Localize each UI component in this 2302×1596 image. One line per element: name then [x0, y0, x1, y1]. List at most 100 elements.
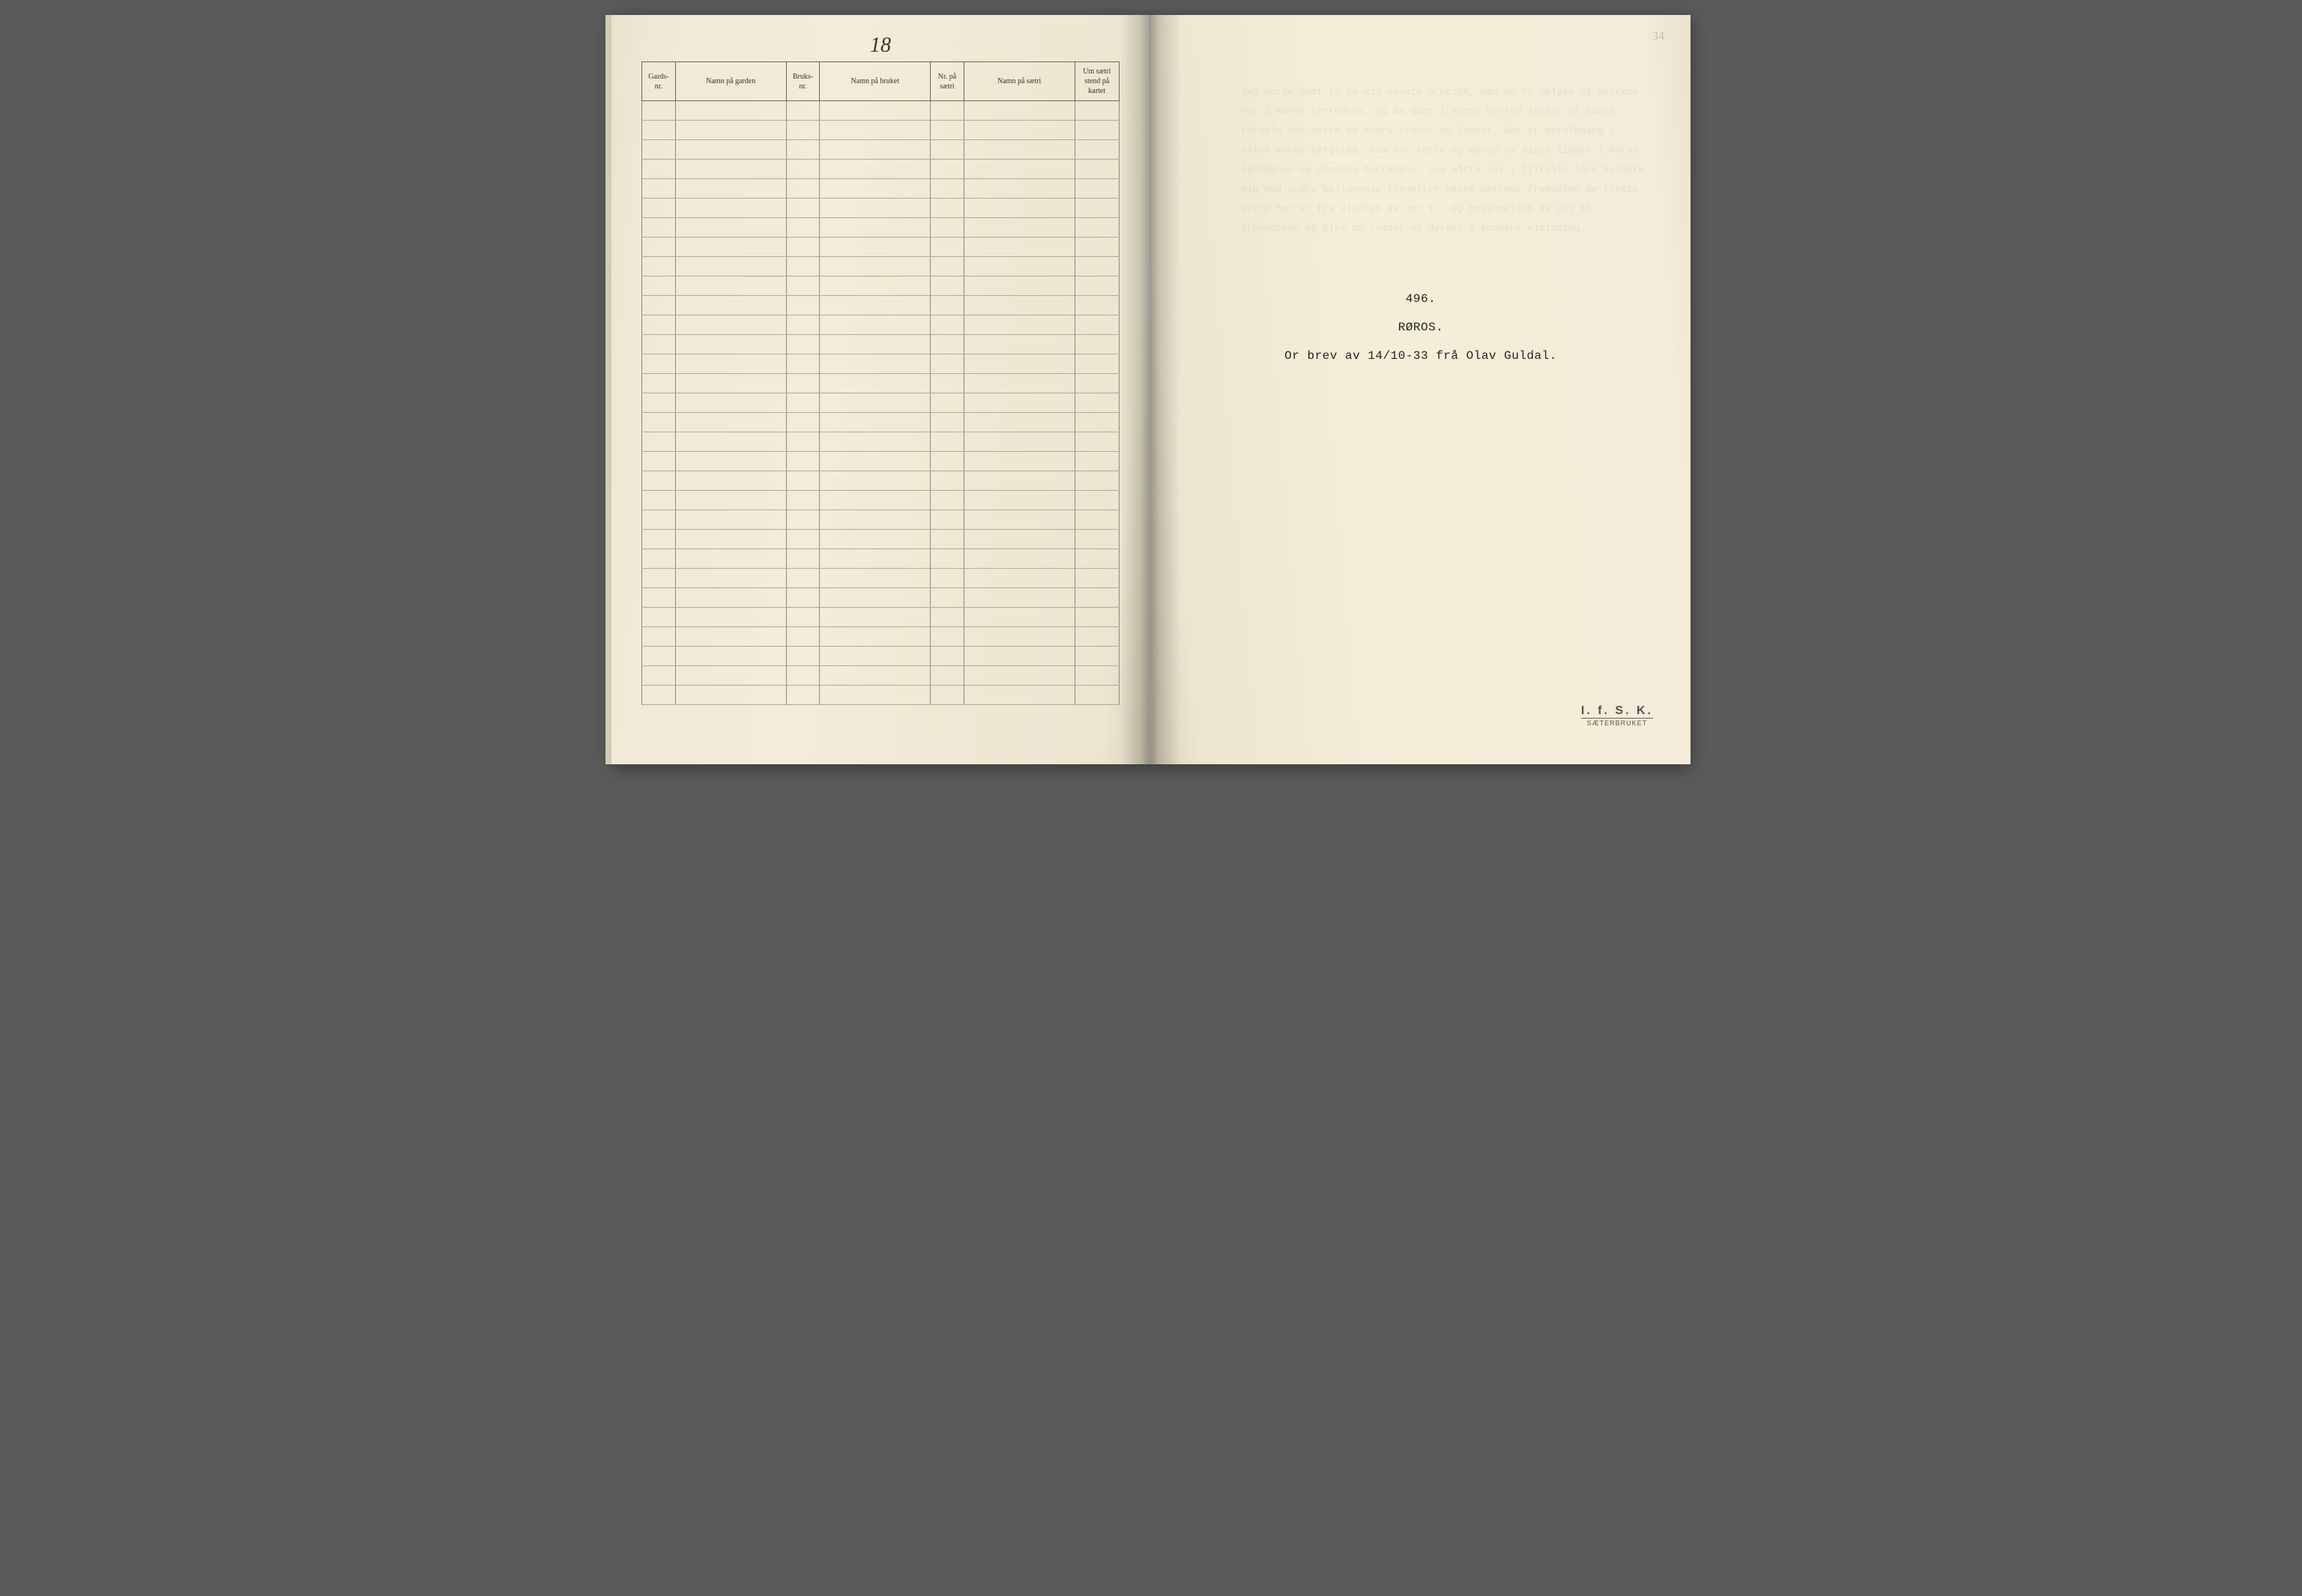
table-cell [1075, 452, 1119, 471]
table-cell [786, 432, 820, 452]
table-cell [675, 121, 786, 140]
table-cell [1075, 608, 1119, 627]
table-cell [964, 160, 1075, 179]
header-gards-nr: Gards- nr. [642, 62, 676, 101]
spine-shadow-left [1120, 15, 1150, 764]
typed-number: 496. [1151, 292, 1691, 306]
table-cell [786, 101, 820, 121]
table-cell [820, 140, 931, 160]
table-row [642, 452, 1120, 471]
table-cell [786, 549, 820, 569]
archive-stamp: I. f. S. K. SÆTERBRUKET [1581, 704, 1653, 727]
table-cell [931, 276, 964, 296]
table-cell [675, 335, 786, 354]
table-row [642, 413, 1120, 432]
table-cell [820, 627, 931, 647]
table-cell [964, 510, 1075, 530]
table-cell [964, 393, 1075, 413]
table-cell [820, 530, 931, 549]
table-row [642, 491, 1120, 510]
table-cell [931, 452, 964, 471]
table-cell [1075, 686, 1119, 705]
table-cell [820, 588, 931, 608]
table-cell [820, 413, 931, 432]
table-row [642, 199, 1120, 218]
table-cell [675, 374, 786, 393]
table-cell [642, 354, 676, 374]
table-cell [1075, 199, 1119, 218]
table-cell [675, 471, 786, 491]
table-cell [931, 569, 964, 588]
table-cell [642, 608, 676, 627]
table-cell [675, 354, 786, 374]
table-cell [964, 530, 1075, 549]
header-namn-saetri: Namn på sætri [964, 62, 1075, 101]
table-row [642, 276, 1120, 296]
table-row [642, 335, 1120, 354]
table-cell [786, 335, 820, 354]
table-cell [642, 471, 676, 491]
table-cell [1075, 374, 1119, 393]
table-cell [820, 160, 931, 179]
table-cell [1075, 491, 1119, 510]
table-cell [931, 666, 964, 686]
stamp-line-2: SÆTERBRUKET [1581, 718, 1653, 727]
table-cell [1075, 140, 1119, 160]
table-body [642, 101, 1120, 705]
table-cell [786, 354, 820, 374]
table-row [642, 627, 1120, 647]
table-cell [931, 608, 964, 627]
table-cell [642, 160, 676, 179]
table-cell [820, 238, 931, 257]
table-cell [964, 296, 1075, 315]
table-cell [1075, 354, 1119, 374]
table-cell [786, 666, 820, 686]
table-cell [642, 510, 676, 530]
page-edge-stack [605, 15, 611, 764]
table-cell [931, 432, 964, 452]
table-cell [786, 121, 820, 140]
table-cell [931, 530, 964, 549]
table-cell [642, 588, 676, 608]
table-cell [786, 199, 820, 218]
table-cell [820, 354, 931, 374]
table-cell [675, 238, 786, 257]
table-cell [642, 530, 676, 549]
table-cell [642, 393, 676, 413]
table-header: Gards- nr. Namn på garden Bruks- nr. Nam… [642, 62, 1120, 101]
table-cell [675, 510, 786, 530]
table-cell [931, 335, 964, 354]
table-cell [675, 199, 786, 218]
table-cell [786, 686, 820, 705]
table-row [642, 608, 1120, 627]
table-cell [786, 647, 820, 666]
table-cell [931, 647, 964, 666]
table-cell [642, 101, 676, 121]
table-cell [786, 627, 820, 647]
table-row [642, 647, 1120, 666]
table-cell [820, 276, 931, 296]
table-cell [964, 413, 1075, 432]
table-cell [675, 101, 786, 121]
table-cell [964, 179, 1075, 199]
table-cell [675, 452, 786, 471]
table-row [642, 315, 1120, 335]
table-cell [931, 160, 964, 179]
typed-note: Or brev av 14/10-33 frå Olav Guldal. [1151, 349, 1691, 363]
table-cell [964, 374, 1075, 393]
table-cell [931, 374, 964, 393]
table-cell [820, 315, 931, 335]
table-cell [642, 257, 676, 276]
table-cell [820, 432, 931, 452]
table-cell [786, 413, 820, 432]
table-cell [964, 121, 1075, 140]
table-cell [820, 257, 931, 276]
table-cell [1075, 257, 1119, 276]
table-row [642, 530, 1120, 549]
header-bruks-nr: Bruks- nr. [786, 62, 820, 101]
corner-page-number: 34 [1652, 30, 1664, 43]
table-cell [964, 315, 1075, 335]
table-cell [931, 140, 964, 160]
table-cell [675, 257, 786, 276]
table-cell [786, 530, 820, 549]
